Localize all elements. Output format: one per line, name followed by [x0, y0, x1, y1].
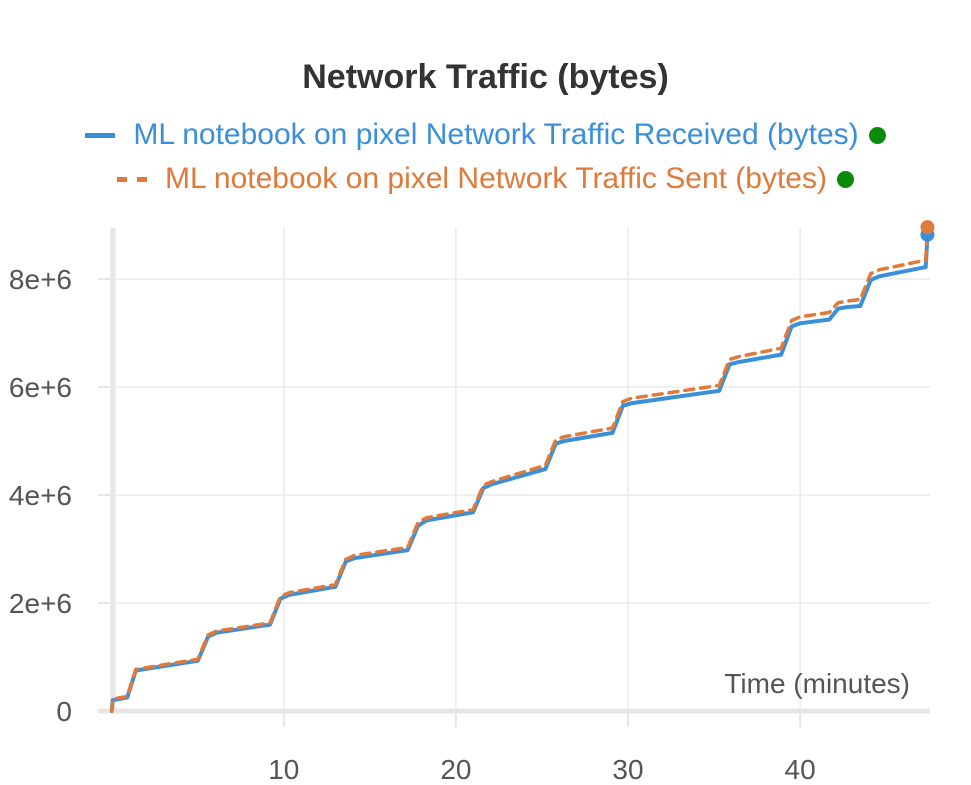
y-tick-label: 0: [56, 696, 72, 727]
tick-layer: 0 2e+6 4e+6 6e+6 8e+6 10 20 30 40: [9, 264, 816, 785]
legend-item-received[interactable]: ML notebook on pixel Network Traffic Rec…: [0, 118, 971, 152]
y-tick-label: 6e+6: [9, 372, 72, 403]
y-tick-label: 8e+6: [9, 264, 72, 295]
x-tick-label: 40: [785, 754, 816, 785]
series-layer: [109, 220, 935, 713]
grid-layer: [113, 228, 930, 711]
y-tick-label: 2e+6: [9, 588, 72, 619]
chart-title: Network Traffic (bytes): [302, 58, 669, 96]
x-tick-label: 30: [612, 754, 643, 785]
end-marker-sent: [920, 220, 935, 235]
x-tick-label: 10: [268, 754, 299, 785]
x-tick-label: 20: [440, 754, 471, 785]
y-tick-label: 4e+6: [9, 480, 72, 511]
x-axis-label: Time (minutes): [724, 668, 910, 699]
series-line-received: [109, 232, 930, 713]
legend-label-sent: ML notebook on pixel Network Traffic Sen…: [165, 162, 827, 195]
legend-solid-line-icon: [85, 132, 116, 138]
legend-dashed-line-icon: [117, 176, 147, 182]
legend-item-sent[interactable]: ML notebook on pixel Network Traffic Sen…: [0, 162, 971, 196]
legend-status-dot-icon: [868, 126, 886, 144]
series-line-sent: [109, 225, 930, 713]
legend-status-dot-icon: [836, 170, 854, 188]
legend-label-received: ML notebook on pixel Network Traffic Rec…: [133, 118, 859, 151]
